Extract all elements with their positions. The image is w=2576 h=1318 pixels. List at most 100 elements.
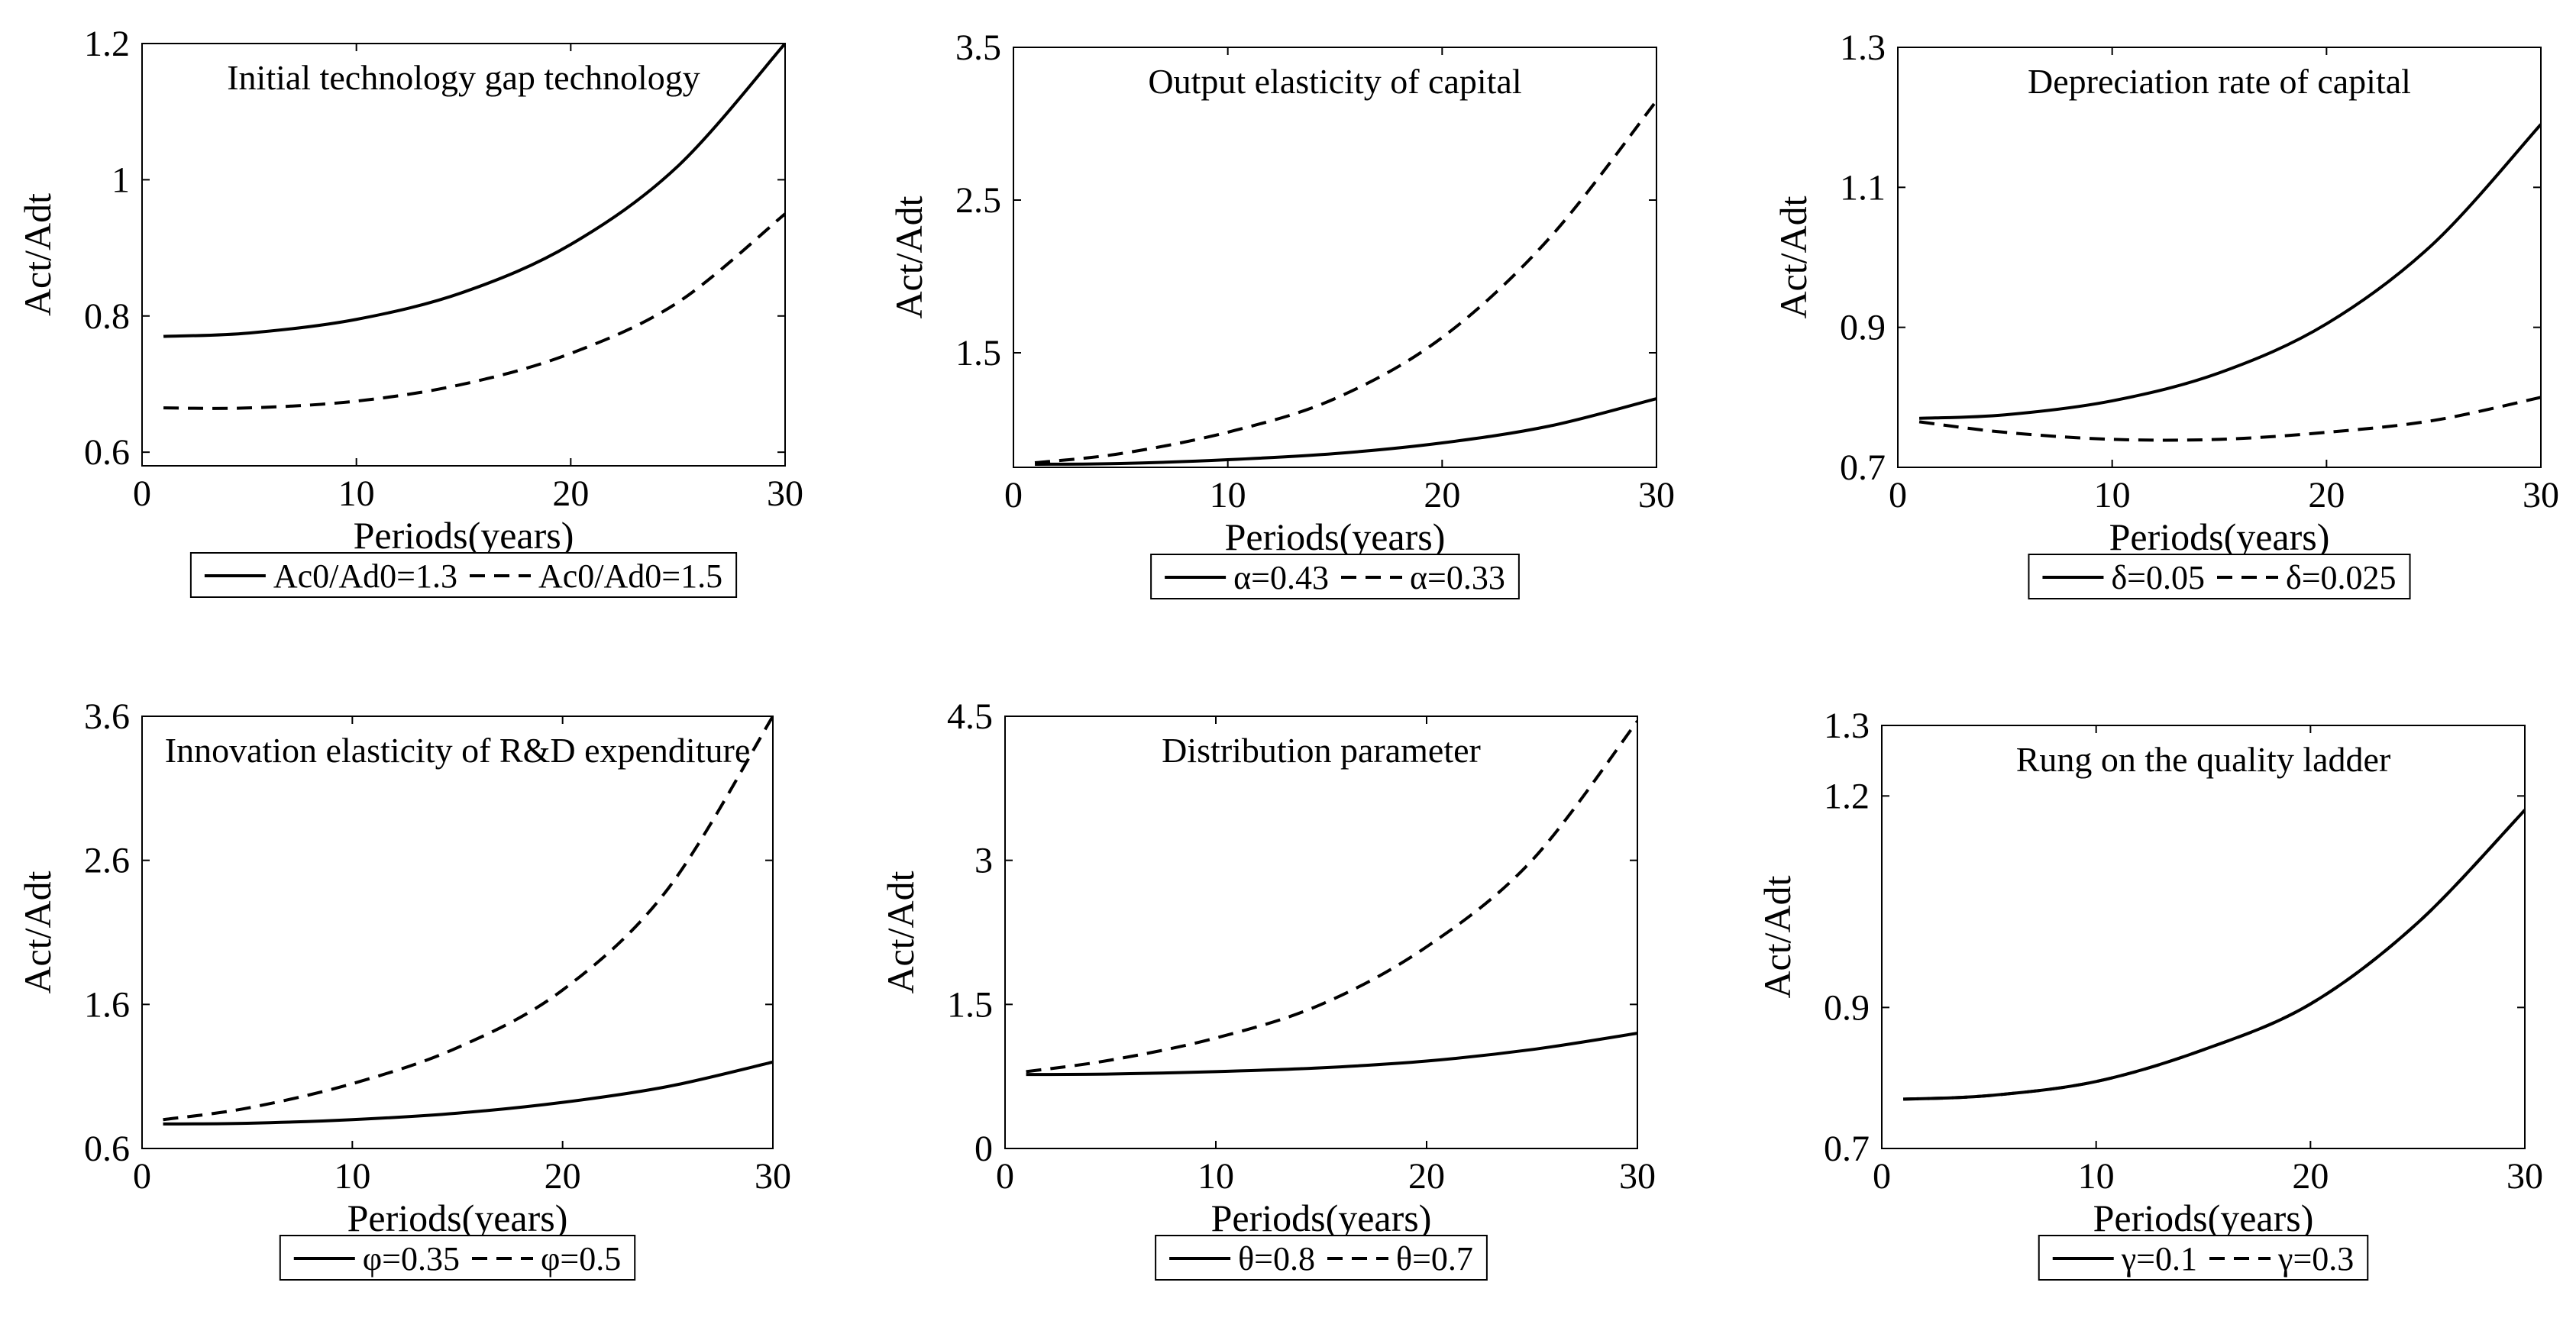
x-tick-label: 30 <box>1638 475 1675 515</box>
x-tick-label: 0 <box>1873 1156 1891 1197</box>
x-tick-label: 20 <box>1424 475 1460 515</box>
y-tick-label: 1.1 <box>1840 167 1886 208</box>
x-tick-label: 10 <box>1198 1156 1234 1197</box>
y-tick-label: 1.5 <box>955 333 1001 373</box>
x-tick-label: 20 <box>552 473 589 514</box>
chart-panel-3: 0 10 20 30 0.7 0.9 1.1 1.3 Periods(years) Act/Adt… <box>1772 27 2559 599</box>
x-axis-label: Periods(years) <box>347 1197 568 1239</box>
x-axis-label: Periods(years) <box>1225 515 1446 558</box>
y-tick-label: 1.5 <box>947 984 993 1025</box>
plot-frame <box>1881 725 2526 1149</box>
y-tick-label: 1.3 <box>1840 27 1886 68</box>
x-tick-label: 0 <box>1004 475 1023 515</box>
y-tick-label: 3.5 <box>955 27 1001 68</box>
x-tick-label: 10 <box>1210 475 1246 515</box>
panel-title: Initial technology gap technology <box>227 58 700 97</box>
chart-panel-5: 0 10 20 30 0 1.5 3 4.5 Periods(years) Act/Adt Dist… <box>879 696 1656 1281</box>
panel-title: Rung on the quality ladder <box>2016 740 2391 779</box>
y-tick-label: 3 <box>974 841 993 881</box>
series-line-2 <box>163 716 773 1122</box>
legend-label: θ=0.8 <box>1238 1240 1315 1278</box>
y-tick-label: 1.6 <box>84 984 130 1025</box>
legend-box <box>189 552 738 598</box>
series-line-1 <box>1902 809 2525 1101</box>
series-line-2 <box>1918 396 2541 442</box>
series-line-1 <box>1026 1032 1637 1077</box>
chart-panel-1: 0 10 20 30 0.6 0.8 1 1.2 Periods(years) Act/Adt In… <box>16 24 803 598</box>
y-tick-label: 0.9 <box>1824 987 1870 1028</box>
x-tick-label: 30 <box>1619 1156 1656 1197</box>
panel-title: Innovation elasticity of R&D expenditure <box>165 731 750 770</box>
y-tick-label: 1.2 <box>84 24 130 64</box>
chart-panel-6: 0 10 20 30 0.7 0.9 1.2 1.3 Periods(years) Act/Adt… <box>1756 706 2543 1281</box>
y-tick-label: 0.6 <box>84 432 130 473</box>
x-tick-label: 20 <box>2308 475 2345 515</box>
legend-label: δ=0.025 <box>2286 559 2397 596</box>
y-axis-label: Act/Adt <box>879 871 922 993</box>
series-line-1 <box>163 44 785 338</box>
legend-label: φ=0.5 <box>541 1240 621 1278</box>
plot-frame <box>1004 716 1638 1149</box>
x-tick-label: 0 <box>133 473 151 514</box>
x-axis-label: Periods(years) <box>2109 515 2330 558</box>
x-axis-label: Periods(years) <box>2093 1197 2314 1239</box>
panel-title: Distribution parameter <box>1162 731 1481 770</box>
x-tick-label: 0 <box>1889 475 1907 515</box>
x-tick-label: 20 <box>545 1156 581 1197</box>
legend: δ=0.05 δ=0.025 <box>2028 554 2411 599</box>
legend-label: α=0.43 <box>1233 559 1329 596</box>
legend-label: θ=0.7 <box>1396 1240 1473 1278</box>
series-line-2 <box>1902 809 2525 1101</box>
x-tick-label: 30 <box>755 1156 791 1197</box>
y-tick-label: 0.6 <box>84 1129 130 1169</box>
series-line-1 <box>1035 397 1656 466</box>
x-tick-label: 30 <box>767 473 803 514</box>
x-tick-label: 0 <box>133 1156 151 1197</box>
x-tick-label: 10 <box>2094 475 2131 515</box>
legend-label: Ac0/Ad0=1.3 <box>273 557 457 595</box>
legend: Ac0/Ad0=1.3 Ac0/Ad0=1.5 <box>189 552 738 598</box>
plot-frame <box>141 43 786 467</box>
legend: γ=0.1 γ=0.3 <box>2038 1235 2369 1281</box>
chart-panel-2: 0 10 20 30 1.5 2.5 3.5 Periods(years) Act/Adt Out… <box>887 27 1675 599</box>
y-axis-label: Act/Adt <box>16 193 59 316</box>
series-line-2 <box>1026 720 1637 1074</box>
plot-frame <box>1897 47 2542 468</box>
y-tick-label: 2.6 <box>84 841 130 881</box>
legend: φ=0.35 φ=0.5 <box>279 1235 636 1281</box>
legend: α=0.43 α=0.33 <box>1150 554 1520 599</box>
x-tick-label: 20 <box>2292 1156 2329 1197</box>
y-tick-label: 1.3 <box>1824 706 1870 746</box>
legend-label: γ=0.1 <box>2121 1240 2197 1278</box>
legend-label: α=0.33 <box>1410 559 1505 596</box>
series-line-2 <box>163 212 785 410</box>
series-line-1 <box>1918 123 2541 420</box>
y-axis-label: Act/Adt <box>1772 195 1815 318</box>
legend-label: δ=0.05 <box>2111 559 2205 596</box>
plot-frame <box>141 716 774 1149</box>
y-tick-label: 0.7 <box>1840 447 1886 488</box>
panel-title: Output elasticity of capital <box>1148 62 1521 101</box>
y-axis-label: Act/Adt <box>1756 875 1799 998</box>
x-axis-label: Periods(years) <box>1211 1197 1432 1239</box>
y-tick-label: 0.8 <box>84 296 130 337</box>
y-axis-label: Act/Adt <box>16 871 59 993</box>
y-tick-label: 0.7 <box>1824 1129 1870 1169</box>
y-tick-label: 0.9 <box>1840 308 1886 348</box>
x-tick-label: 10 <box>338 473 375 514</box>
legend-label: φ=0.35 <box>363 1240 460 1278</box>
y-tick-label: 2.5 <box>955 180 1001 221</box>
legend: θ=0.8 θ=0.7 <box>1155 1235 1488 1281</box>
series-line-1 <box>163 1060 773 1126</box>
y-tick-label: 4.5 <box>947 696 993 737</box>
y-tick-label: 0 <box>974 1129 993 1169</box>
x-tick-label: 10 <box>2078 1156 2115 1197</box>
y-tick-label: 1 <box>112 160 130 200</box>
y-tick-label: 1.2 <box>1824 776 1870 816</box>
plot-frame <box>1013 47 1657 468</box>
chart-panel-4: 0 10 20 30 0.6 1.6 2.6 3.6 Periods(years) Act/Adt… <box>16 696 791 1281</box>
y-tick-label: 3.6 <box>84 696 130 737</box>
x-axis-label: Periods(years) <box>354 514 574 557</box>
x-tick-label: 10 <box>334 1156 370 1197</box>
